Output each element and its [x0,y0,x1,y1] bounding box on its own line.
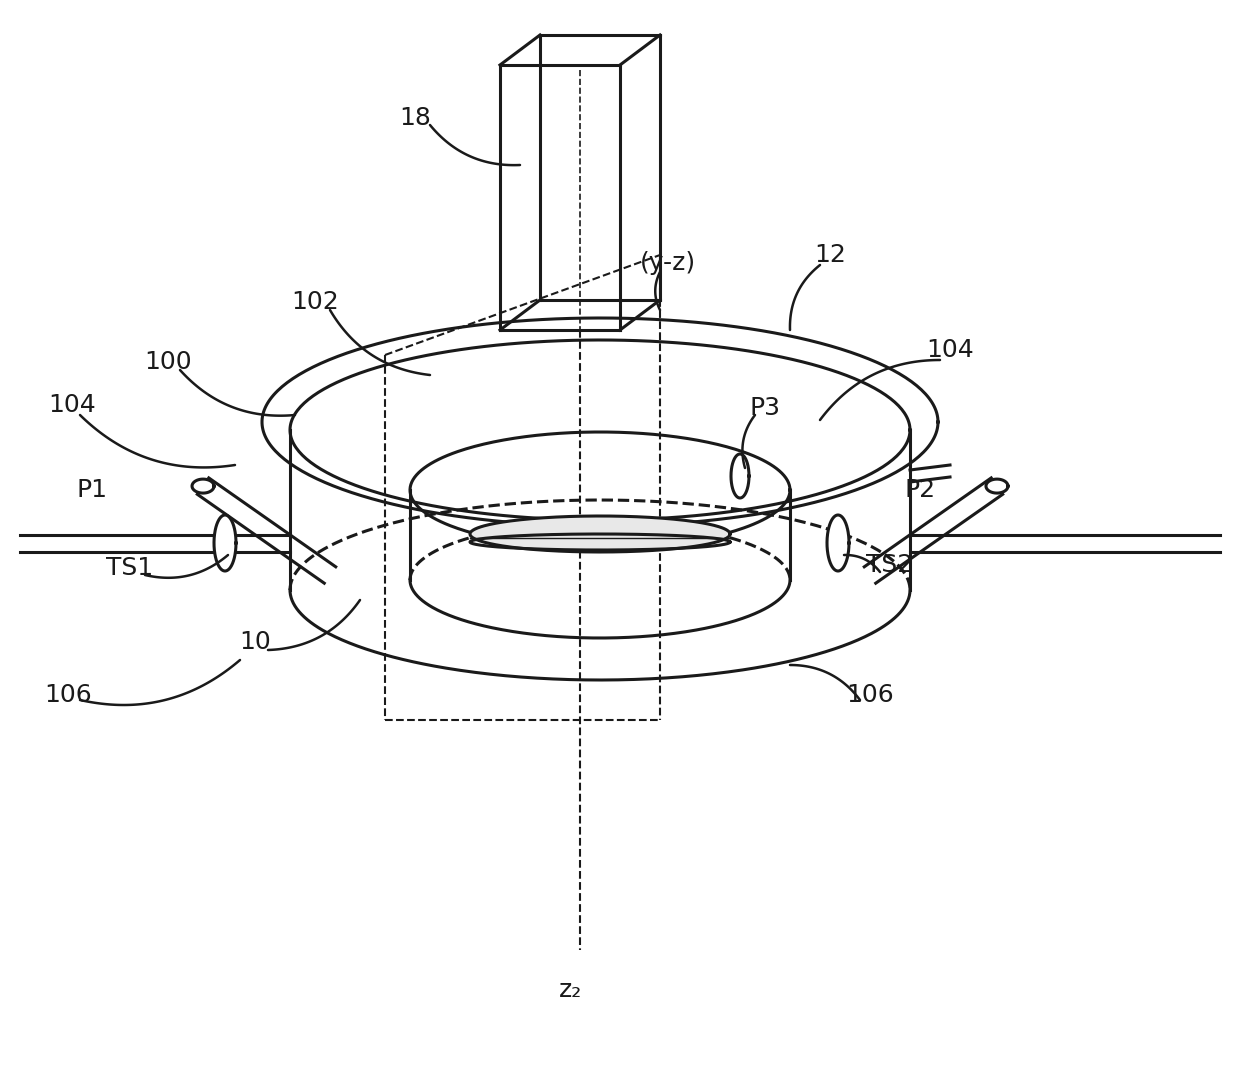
Text: 12: 12 [815,243,846,267]
Text: 18: 18 [399,106,432,129]
Text: P1: P1 [77,478,108,502]
Text: 102: 102 [291,290,339,314]
Polygon shape [732,454,749,498]
Text: TS2: TS2 [867,553,914,577]
Text: 106: 106 [846,683,894,707]
Polygon shape [827,515,849,571]
Text: 10: 10 [239,630,270,654]
Text: (y-z): (y-z) [640,251,696,275]
Polygon shape [470,516,730,552]
Text: 104: 104 [926,338,973,362]
Text: TS1: TS1 [107,556,154,580]
Polygon shape [192,479,215,493]
Text: 106: 106 [45,683,92,707]
Polygon shape [215,515,236,571]
Text: 100: 100 [144,350,192,374]
Text: P2: P2 [904,478,935,502]
Text: z₂: z₂ [558,978,582,1002]
Text: P3: P3 [749,396,780,420]
Text: 104: 104 [48,393,95,417]
Polygon shape [986,479,1008,493]
